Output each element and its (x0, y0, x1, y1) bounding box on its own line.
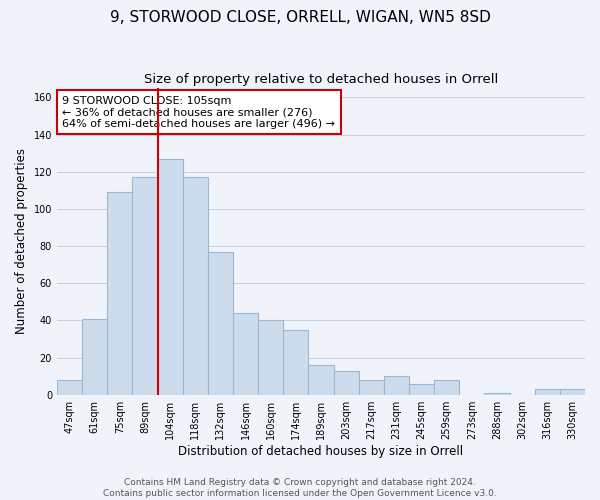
Bar (208, 252, 233, 394)
Bar (359, 380, 384, 394)
Bar (560, 389, 585, 394)
Bar (409, 384, 434, 394)
Bar (107, 192, 133, 394)
Bar (484, 393, 509, 394)
Text: Contains HM Land Registry data © Crown copyright and database right 2024.
Contai: Contains HM Land Registry data © Crown c… (103, 478, 497, 498)
Bar (283, 330, 308, 394)
Bar (133, 178, 158, 394)
Text: 9, STORWOOD CLOSE, ORRELL, WIGAN, WN5 8SD: 9, STORWOOD CLOSE, ORRELL, WIGAN, WN5 8S… (110, 10, 490, 25)
Bar (233, 313, 258, 394)
Bar (535, 389, 560, 394)
Bar (308, 365, 334, 394)
Text: 9 STORWOOD CLOSE: 105sqm
← 36% of detached houses are smaller (276)
64% of semi-: 9 STORWOOD CLOSE: 105sqm ← 36% of detach… (62, 96, 335, 129)
Bar (258, 320, 283, 394)
Bar (57, 380, 82, 394)
X-axis label: Distribution of detached houses by size in Orrell: Distribution of detached houses by size … (178, 444, 464, 458)
Bar (82, 318, 107, 394)
Title: Size of property relative to detached houses in Orrell: Size of property relative to detached ho… (144, 72, 498, 86)
Bar (182, 178, 208, 394)
Bar (384, 376, 409, 394)
Y-axis label: Number of detached properties: Number of detached properties (15, 148, 28, 334)
Bar (158, 158, 182, 394)
Bar (434, 380, 459, 394)
Bar (334, 370, 359, 394)
